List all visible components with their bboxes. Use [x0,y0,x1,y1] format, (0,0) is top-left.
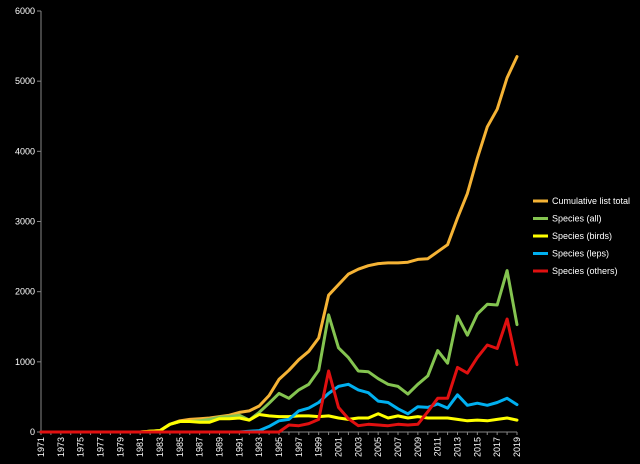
legend-label-cumulative-list-total: Cumulative list total [552,196,630,206]
x-tick-label: 1977 [96,437,106,457]
legend-label-species-birds: Species (birds) [552,231,612,241]
x-tick-label: 1991 [234,437,244,457]
legend-label-species-leps: Species (leps) [552,249,609,259]
y-tick-label: 3000 [15,217,35,227]
x-tick-label: 2001 [334,437,344,457]
x-tick-label: 1987 [195,437,205,457]
x-tick-label: 2011 [433,437,443,456]
x-tick-label: 1975 [76,437,86,457]
x-tick-label: 1997 [294,437,304,457]
x-tick-label: 2015 [472,437,482,457]
x-tick-label: 2013 [453,437,463,457]
y-axis: 0 1000 2000 3000 4000 5000 6000 [15,6,42,437]
y-tick-label: 4000 [15,146,35,156]
x-tick-label: 1979 [115,437,125,457]
x-tick-label: 1971 [36,437,46,457]
y-tick-label: 0 [30,427,35,437]
x-tick-label: 2019 [512,437,522,457]
series-lines [39,55,519,434]
y-tick-label: 6000 [15,6,35,16]
x-tick-label: 2003 [353,437,363,457]
x-tick-label: 1993 [254,437,264,457]
series-line-species-others [39,317,519,434]
x-tick-label: 2017 [492,437,502,457]
x-tick-label: 1989 [215,437,225,457]
x-tick-label: 1983 [155,437,165,457]
legend: Cumulative list total Species (all) Specie… [533,196,630,276]
x-tick-label: 1995 [274,437,284,457]
y-tick-label: 2000 [15,287,35,297]
x-tick-label: 2009 [413,437,423,457]
x-tick-label: 1999 [314,437,324,457]
y-tick-label: 5000 [15,76,35,86]
x-tick-label: 1981 [135,437,145,457]
x-tick-label: 1973 [56,437,66,457]
x-tick-label: 1985 [175,437,185,457]
y-tick-label: 1000 [15,357,35,367]
x-tick-label: 2007 [393,437,403,457]
x-tick-label: 2005 [373,437,383,457]
legend-label-species-others: Species (others) [552,266,618,276]
legend-label-species-all: Species (all) [552,214,602,224]
